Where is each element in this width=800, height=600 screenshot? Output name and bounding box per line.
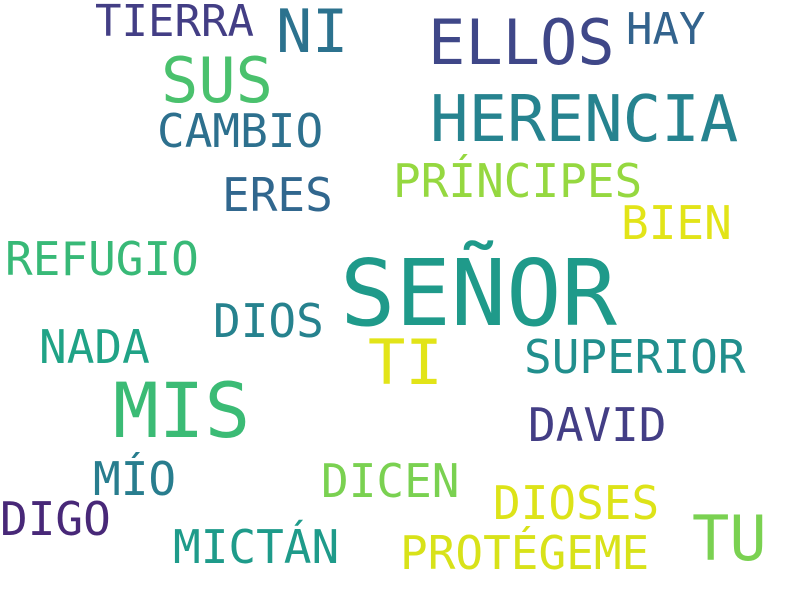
word-refugio: REFUGIO (5, 232, 199, 286)
word-ellos: ELLOS (428, 6, 615, 79)
word-mio: MÍO (93, 452, 177, 506)
word-dioses: DIOSES (493, 476, 660, 530)
word-mictan: MICTÁN (173, 520, 340, 574)
word-cambio: CAMBIO (157, 104, 324, 158)
word-mis: MIS (113, 366, 251, 455)
word-digo: DIGO (0, 492, 111, 546)
word-nada: NADA (39, 320, 150, 374)
word-sus: SUS (161, 44, 273, 117)
word-david: DAVID (528, 398, 667, 452)
word-ti: TI (368, 326, 443, 399)
word-protegeme: PROTÉGEME (400, 526, 650, 580)
word-eres: ERES (222, 168, 333, 222)
word-bien: BIEN (621, 196, 732, 250)
word-dicen: DICEN (321, 454, 460, 508)
word-superior: SUPERIOR (524, 330, 746, 384)
word-senor: SEÑOR (340, 240, 617, 347)
word-ni: NI (276, 0, 349, 67)
word-tierra: TIERRA (95, 0, 254, 47)
word-herencia: HERENCIA (430, 83, 739, 157)
word-hay: HAY (626, 4, 706, 55)
word-tu: TU (692, 502, 767, 575)
word-principes: PRÍNCIPES (393, 154, 643, 208)
word-dios: DIOS (213, 294, 324, 348)
